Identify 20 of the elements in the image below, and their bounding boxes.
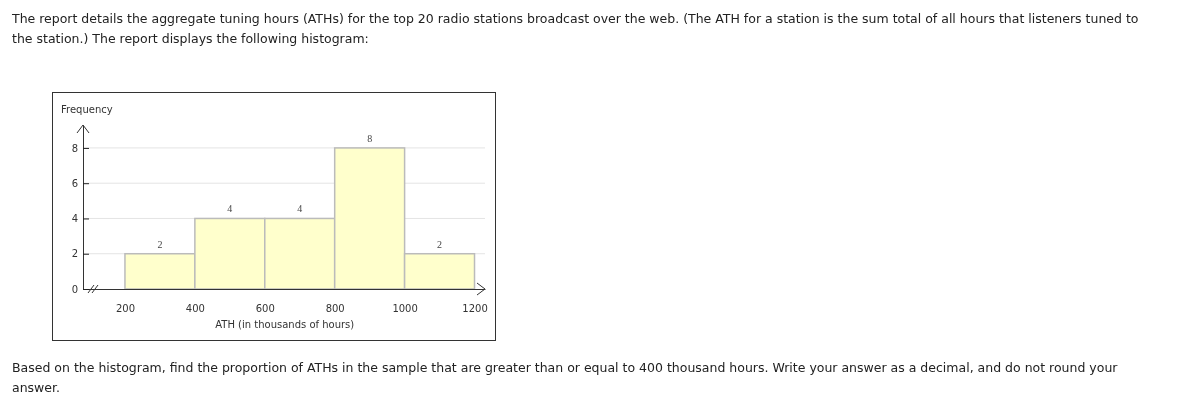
data-label: 8: [367, 132, 373, 144]
data-label: 2: [157, 238, 163, 250]
y-tick-label: 6: [71, 177, 78, 189]
data-label: 4: [297, 203, 303, 215]
y-tick-label: 0: [71, 283, 78, 295]
y-tick-label: 8: [71, 142, 78, 154]
x-tick-label: 800: [325, 303, 345, 315]
y-tick-label: 4: [71, 213, 78, 225]
x-tick-label: 1200: [462, 303, 488, 315]
x-tick-label: 1000: [392, 303, 418, 315]
data-label: 2: [437, 238, 443, 250]
x-axis-title: ATH (in thousands of hours): [215, 319, 355, 330]
x-tick-label: 200: [115, 303, 135, 315]
y-tick-label: 2: [71, 248, 78, 260]
text: Based on the histogram, find the proportion of ATHs in the sample that are greater than or equal to 400 thousand hours. Write your answer as a decimal, and do not round your answer.: [12, 359, 1119, 397]
text: The report details the aggregate tuning hours (ATHs) for the top 20 radio stations broadcast over the web. (The ATH for a station is the sum total of all hours that listeners tuned to the station.) The report displays the following histogram:: [12, 10, 1140, 48]
x-tick-label: 400: [185, 303, 205, 315]
data-label: 4: [227, 203, 233, 215]
x-tick-label: 600: [255, 303, 275, 315]
y-axis-title: Frequency: [61, 104, 113, 115]
